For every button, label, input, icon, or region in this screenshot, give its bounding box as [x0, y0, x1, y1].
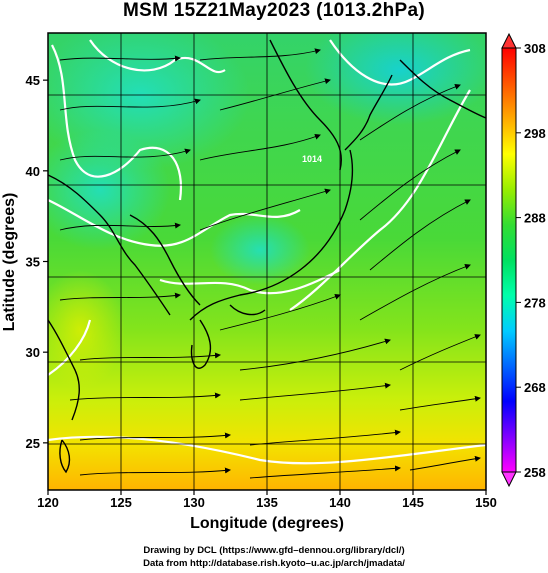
y-tick-label: 40 — [26, 164, 40, 179]
contour-line — [48, 319, 92, 376]
streamline — [59, 55, 181, 62]
streamline — [79, 432, 231, 441]
streamline — [199, 133, 321, 161]
cool-region-sea-of-japan — [210, 215, 310, 285]
streamline — [199, 48, 321, 61]
grid-lines — [48, 33, 486, 490]
streamline — [59, 292, 181, 301]
contour-line — [329, 39, 471, 86]
colorbar: 308 298 288 278 268 258 — [501, 32, 546, 488]
y-axis-label: Latitude (degrees) — [1, 193, 18, 332]
credit-data-source: Data from http://database.rish.kyoto–u.a… — [143, 558, 405, 569]
streamline — [219, 293, 341, 331]
x-axis-ticks: 120 125 130 135 140 145 150 — [37, 490, 497, 510]
streamline — [69, 392, 221, 401]
colorbar-tick-label: 268 — [524, 380, 546, 395]
contour-line — [48, 199, 301, 247]
streamline — [59, 98, 201, 111]
colorbar-ticks: 308 298 288 278 268 258 — [516, 41, 546, 480]
y-tick-label: 25 — [26, 436, 40, 451]
streamline — [59, 222, 181, 231]
colorbar-tick-label: 278 — [524, 295, 546, 310]
streamline — [239, 382, 391, 401]
x-tick-label: 130 — [183, 495, 205, 510]
credit-drawing: Drawing by DCL (https://www.gfd–dennou.o… — [143, 545, 405, 556]
streamline — [409, 455, 481, 471]
x-tick-label: 125 — [110, 495, 132, 510]
contour-line — [289, 89, 471, 311]
contour-line — [159, 269, 341, 295]
y-tick-label: 35 — [26, 255, 40, 270]
streamline — [79, 352, 221, 361]
streamline — [359, 83, 461, 141]
y-tick-label: 30 — [26, 345, 40, 360]
streamline — [199, 188, 331, 231]
colorbar-tick-label: 288 — [524, 211, 546, 226]
contour-label: 1014 — [302, 154, 322, 164]
coastline-taiwan — [59, 439, 71, 474]
streamline — [399, 395, 481, 411]
x-tick-label: 145 — [402, 495, 424, 510]
colorbar-scale — [501, 47, 517, 473]
x-tick-label: 135 — [256, 495, 278, 510]
map-plot: 1014 — [48, 33, 486, 490]
streamline — [399, 334, 481, 371]
cool-region-northeast — [305, 33, 486, 125]
streamline — [359, 149, 461, 221]
colorbar-tick-label: 258 — [524, 465, 546, 480]
coastline-china-east — [48, 319, 80, 421]
coastline-shikoku — [229, 304, 266, 316]
y-axis-ticks: 25 30 35 40 45 — [26, 73, 48, 451]
coastline-honshu — [189, 149, 354, 321]
colorbar-tick-label: 298 — [524, 126, 546, 141]
x-tick-label: 120 — [37, 495, 59, 510]
colorbar-bottom-arrow — [501, 471, 517, 488]
coastline-korea — [129, 214, 201, 306]
streamline — [369, 199, 471, 271]
colorbar-tick-label: 308 — [524, 41, 546, 56]
contour-line — [48, 435, 486, 465]
coastline-kyushu — [190, 319, 212, 369]
coastline-hokkaido — [344, 74, 393, 151]
streamline — [239, 338, 391, 371]
colorbar-top-arrow — [501, 32, 517, 49]
x-axis-label: Longitude (degrees) — [190, 515, 344, 532]
contour-line — [51, 44, 183, 201]
map-title: MSM 15Z21May2023 (1013.2hPa) — [123, 0, 425, 21]
x-tick-label: 150 — [475, 495, 497, 510]
streamline — [79, 467, 231, 476]
x-tick-label: 140 — [329, 495, 351, 510]
y-tick-label: 45 — [26, 73, 40, 88]
coastline-korea-china — [48, 174, 171, 316]
